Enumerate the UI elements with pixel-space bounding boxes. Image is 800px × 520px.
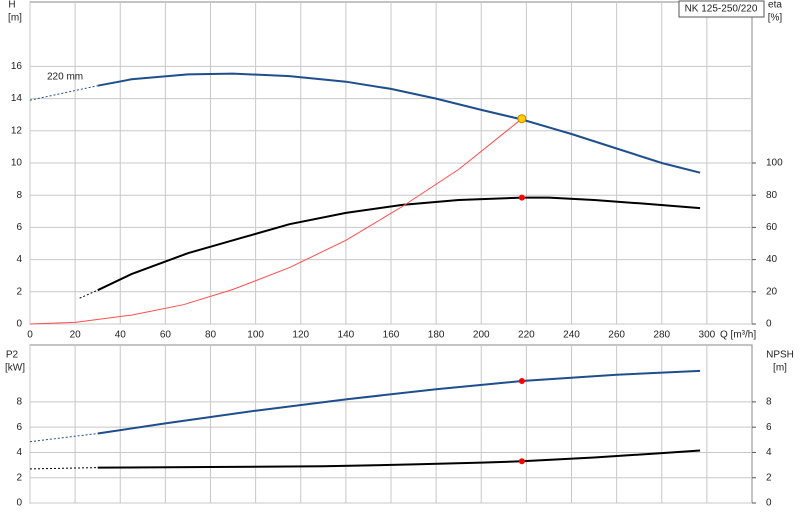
box-label: NK 125-250/220 xyxy=(685,4,758,15)
y2-tick-label: 100 xyxy=(766,158,783,169)
x-label: Q [m³/h] xyxy=(720,330,756,341)
y2-tick-label: 0 xyxy=(766,498,772,509)
curve xyxy=(29,85,98,101)
y-label: H xyxy=(8,0,15,11)
mark-layer xyxy=(29,72,701,470)
x-tick-label: 300 xyxy=(699,330,716,341)
y2-tick-label: 2 xyxy=(766,472,772,483)
x-tick-label: 80 xyxy=(205,330,217,341)
x-tick-label: 180 xyxy=(428,330,445,341)
x-tick-label: 60 xyxy=(160,330,172,341)
y2-tick-label: 0 xyxy=(766,319,772,330)
annotation: 220 mm xyxy=(47,72,83,83)
y-tick-label: 8 xyxy=(16,397,22,408)
x-tick-label: 160 xyxy=(383,330,400,341)
y2-tick-label: 4 xyxy=(766,447,772,458)
x-tick-label: 100 xyxy=(247,330,264,341)
curve xyxy=(97,196,701,292)
x-tick-label: 240 xyxy=(563,330,580,341)
x-tick-label: 200 xyxy=(473,330,490,341)
y-tick-label: 12 xyxy=(11,125,23,136)
curve xyxy=(97,72,701,174)
y-tick-label: 6 xyxy=(16,222,22,233)
x-tick-label: 20 xyxy=(70,330,82,341)
y2-tick-label: 6 xyxy=(766,422,772,433)
x-tick-label: 140 xyxy=(338,330,355,341)
y-tick-label: 0 xyxy=(16,319,22,330)
y2-label: NPSH xyxy=(766,350,794,361)
operating-point xyxy=(517,114,527,124)
x-tick-label: 120 xyxy=(292,330,309,341)
curve xyxy=(97,449,701,469)
y2-tick-label: 20 xyxy=(766,286,778,297)
y-tick-label: 8 xyxy=(16,190,22,201)
y2-tick-label: 60 xyxy=(766,222,778,233)
x-tick-label: 260 xyxy=(608,330,625,341)
label-box xyxy=(678,0,765,18)
y2-tick-label: 80 xyxy=(766,190,778,201)
curve xyxy=(29,467,98,470)
y-tick-label: 2 xyxy=(16,472,22,483)
curve xyxy=(79,289,98,299)
y2-unit: [%] xyxy=(768,13,783,24)
operating-point xyxy=(518,194,525,201)
y-tick-label: 4 xyxy=(16,447,22,458)
y-unit: [kW] xyxy=(5,363,25,374)
y-tick-label: 4 xyxy=(16,254,22,265)
x-tick-label: 40 xyxy=(115,330,127,341)
operating-point xyxy=(518,378,525,385)
y-label: P2 xyxy=(6,350,19,361)
y2-tick-label: 8 xyxy=(766,397,772,408)
x-tick-label: 0 xyxy=(27,330,33,341)
y2-unit: [m] xyxy=(773,363,787,374)
curve xyxy=(29,118,523,325)
curve xyxy=(29,433,98,443)
y-tick-label: 14 xyxy=(11,93,23,104)
y2-label: eta xyxy=(768,0,782,11)
x-tick-label: 220 xyxy=(518,330,535,341)
y-unit: [m] xyxy=(8,13,22,24)
curve xyxy=(97,369,701,435)
y-tick-label: 10 xyxy=(11,158,23,169)
y-tick-label: 16 xyxy=(11,61,23,72)
operating-point xyxy=(518,458,525,465)
y-tick-label: 6 xyxy=(16,422,22,433)
y2-tick-label: 40 xyxy=(766,254,778,265)
y-tick-label: 0 xyxy=(16,498,22,509)
x-tick-label: 280 xyxy=(653,330,670,341)
y-tick-label: 2 xyxy=(16,286,22,297)
